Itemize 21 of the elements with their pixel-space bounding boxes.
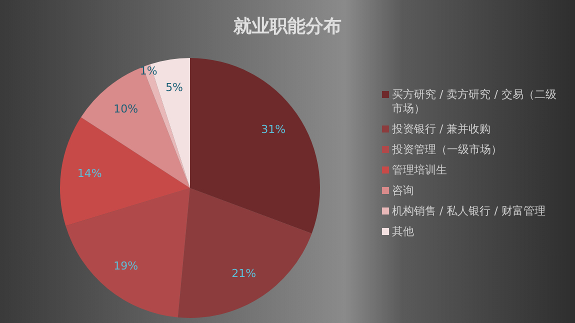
pie-slice <box>66 188 190 318</box>
legend-label: 买方研究 / 卖方研究 / 交易（二级市场） <box>392 88 556 116</box>
pie-slice <box>142 64 190 188</box>
data-label: 10% <box>114 102 138 116</box>
data-label: 31% <box>261 123 286 136</box>
legend-label: 管理培训生 <box>392 164 447 177</box>
pie-slice <box>190 58 320 234</box>
data-label: 21% <box>232 266 256 280</box>
pie-slice <box>178 188 312 318</box>
data-label: 1% <box>140 64 158 78</box>
data-label: 19% <box>114 260 138 273</box>
data-label: 5% <box>166 80 184 94</box>
pie-slice <box>80 66 190 188</box>
legend-label: 咨询 <box>392 184 414 198</box>
pie-slice <box>60 117 190 226</box>
data-label: 14% <box>77 166 102 180</box>
legend-label: 投资银行 / 兼并收购 <box>391 122 491 136</box>
chart-title: 就业职能分布 <box>232 16 342 37</box>
legend-label: 机构销售 / 私人银行 / 财富管理 <box>392 204 546 218</box>
legend-label: 其他 <box>392 225 414 238</box>
legend-label: 投资管理（一级市场） <box>391 143 502 156</box>
